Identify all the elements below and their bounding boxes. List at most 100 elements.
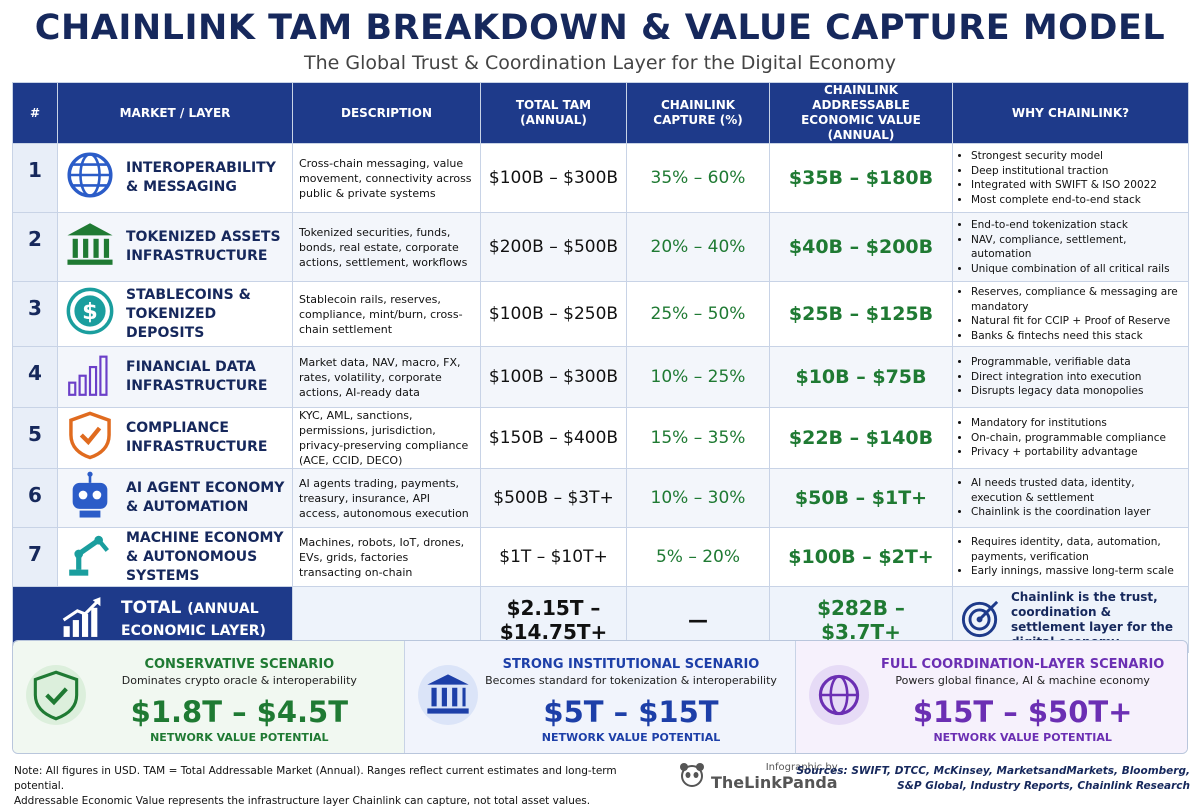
total-tam: $100B – $300B [480,143,627,213]
why-item: Programmable, verifiable data [971,355,1182,370]
market-name: STABLECOINS & TOKENIZED DEPOSITS [126,286,251,341]
column-header: TOTAL TAM (ANNUAL) [480,82,627,144]
total-tam: $1T – $10T+ [480,527,627,587]
why-cell: AI needs trusted data, identity, executi… [952,468,1189,528]
capture: 15% – 35% [626,407,770,469]
why-list: End-to-end tokenization stackNAV, compli… [959,218,1182,276]
panda-logo [680,763,704,787]
market-td: $ STABLECOINS & TOKENIZED DEPOSITS [57,281,293,347]
icon-graphic [961,600,999,637]
market-td: TOKENIZED ASSETS INFRASTRUCTURE [57,212,293,282]
table-row: 4 FINANCIAL DATA INFRASTRUCTURE Market dat… [12,346,1189,408]
column-header: DESCRIPTION [292,82,481,144]
why-cell: End-to-end tokenization stackNAV, compli… [952,212,1189,282]
scenarios: CONSERVATIVE SCENARIO Dominates crypto or… [12,640,1188,754]
scenario-title: STRONG INSTITUTIONAL SCENARIO [502,656,760,672]
svg-text:$: $ [82,299,98,325]
icon-graphic [72,471,108,518]
why-list: Strongest security modelDeep institution… [959,149,1182,207]
row-number: 3 [12,281,58,347]
icon [59,594,105,646]
market-cell: COMPLIANCE INFRASTRUCTURE [64,409,286,467]
why-list: Requires identity, data, automation, pay… [959,535,1182,579]
icon [64,149,116,207]
icon-graphic [69,411,111,460]
icon-graphic [67,152,113,198]
why-item: Strongest security model [971,149,1182,164]
total-tam: $200B – $500B [480,212,627,282]
why-item: NAV, compliance, settlement, automation [971,233,1182,262]
scenario-subtitle: Powers global finance, AI & machine econ… [895,673,1150,687]
addressable-value: $50B – $1T+ [769,468,953,528]
market-cell: MACHINE ECONOMY & AUTONOMOUS SYSTEMS [64,528,286,586]
credit: Infographic by TheLinkPanda [679,760,838,792]
row-number: 1 [12,143,58,213]
icon [25,664,87,730]
description: Market data, NAV, macro, FX, rates, vola… [292,346,481,408]
icon [808,664,870,730]
market-name: TOKENIZED ASSETS INFRASTRUCTURE [126,229,281,264]
icon [64,218,116,276]
icon-graphic [69,535,109,576]
market-name: INTEROPERABILITY & MESSAGING [126,160,276,195]
why-cell: Requires identity, data, automation, pay… [952,527,1189,587]
market-name: COMPLIANCE INFRASTRUCTURE [126,420,268,455]
icon-graphic [62,596,101,637]
title: CHAINLINK TAM BREAKDOWN & VALUE CAPTURE … [34,8,1166,48]
scenario-text: FULL COORDINATION-LAYER SCENARIO Powers g… [870,651,1175,744]
market-cell: $ STABLECOINS & TOKENIZED DEPOSITS [64,285,286,343]
scenario-subtitle: Becomes standard for tokenization & inte… [485,673,777,687]
icon [417,664,479,730]
description: AI agents trading, payments, treasury, i… [292,468,481,528]
why-item: Chainlink is the coordination layer [971,505,1182,520]
icon [64,409,116,467]
why-item: Disrupts legacy data monopolies [971,384,1182,399]
column-header: # [12,82,58,144]
row-number: 2 [12,212,58,282]
row-number: 6 [12,468,58,528]
addressable-value: $100B – $2T+ [769,527,953,587]
total-text: TOTAL (ANNUAL ECONOMIC LAYER) [121,598,286,642]
why-list: AI needs trusted data, identity, executi… [959,476,1182,520]
description: Cross-chain messaging, value movement, c… [292,143,481,213]
scenario-text: STRONG INSTITUTIONAL SCENARIO Becomes sta… [479,651,784,744]
icon-graphic [26,665,86,725]
sources: Sources: SWIFT, DTCC, McKinsey, Marketsa… [796,764,1190,794]
scenario: FULL COORDINATION-LAYER SCENARIO Powers g… [796,641,1187,753]
scenario-value: $15T – $50T+ [912,694,1133,729]
addressable-value: $25B – $125B [769,281,953,347]
row-number: 5 [12,407,58,469]
table-row: 6 AI AGENT ECONOMY & AUTOMATION AI agents … [12,468,1189,528]
icon-graphic: $ [66,287,114,335]
source-line: S&P Global, Industry Reports, Chainlink … [897,780,1190,792]
why-item: Reserves, compliance & messaging are man… [971,285,1182,314]
scenario-title: FULL COORDINATION-LAYER SCENARIO [881,656,1165,672]
table-row: 2 TOKENIZED ASSETS INFRASTRUCTURE Tokenize… [12,212,1189,282]
icon-graphic [417,665,478,725]
icon [959,596,1003,644]
tam-table: # MARKET / LAYER DESCRIPTION TOTAL TAM (ANN… [12,82,1189,653]
why-item: Deep institutional traction [971,164,1182,179]
scenario-text: CONSERVATIVE SCENARIO Dominates crypto or… [87,651,392,744]
table-row: 1 INTEROPERABILITY & MESSAGING Cross-chain… [12,143,1189,213]
why-item: Privacy + portability advantage [971,445,1182,460]
capture: 25% – 50% [626,281,770,347]
description: Tokenized securities, funds, bonds, real… [292,212,481,282]
total-tam: $150B – $400B [480,407,627,469]
scenario-title: CONSERVATIVE SCENARIO [144,656,335,672]
description: Machines, robots, IoT, drones, EVs, grid… [292,527,481,587]
why-item: Requires identity, data, automation, pay… [971,535,1182,564]
icon [64,528,116,586]
header-row: # MARKET / LAYER DESCRIPTION TOTAL TAM (ANN… [12,82,1189,144]
scenario-value: $1.8T – $4.5T [130,694,349,729]
description: KYC, AML, sanctions, permissions, jurisd… [292,407,481,469]
why-cell: Mandatory for institutionsOn-chain, prog… [952,407,1189,469]
market-td: COMPLIANCE INFRASTRUCTURE [57,407,293,469]
brand: TheLinkPanda [711,773,838,792]
why-item: Mandatory for institutions [971,416,1182,431]
icon [64,348,116,406]
total-label: TOTAL (ANNUAL ECONOMIC LAYER) [19,594,286,646]
row-number: 7 [12,527,58,587]
why-item: End-to-end tokenization stack [971,218,1182,233]
column-header: MARKET / LAYER [57,82,293,144]
